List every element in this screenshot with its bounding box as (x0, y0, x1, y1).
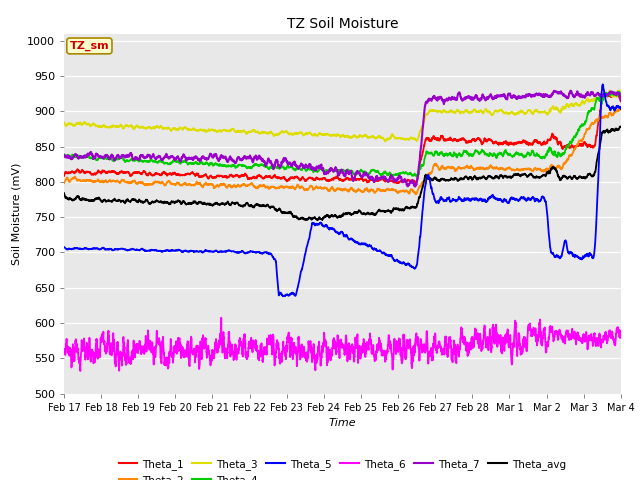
Theta_5 (546, 244, 554, 250)
Theta_1 (298, 176, 305, 181)
Theta_1 (610, 90, 618, 96)
Theta_avg (298, 216, 305, 221)
Theta_7 (157, 155, 164, 161)
Theta_4 (60, 151, 68, 157)
Theta_2 (616, 106, 624, 111)
Theta_2 (274, 185, 282, 191)
Theta_7 (546, 93, 554, 98)
Theta_2 (298, 183, 305, 189)
Theta_1 (157, 172, 164, 178)
Theta_2 (60, 180, 68, 186)
Line: Theta_4: Theta_4 (64, 92, 621, 177)
Theta_avg (616, 124, 624, 130)
Theta_2 (412, 192, 419, 197)
Theta_5 (599, 82, 607, 87)
Theta_6 (547, 327, 554, 333)
Theta_5 (606, 108, 614, 113)
Theta_6 (298, 344, 306, 349)
Theta_1 (606, 92, 614, 97)
Theta_3 (274, 132, 282, 137)
Theta_3 (381, 138, 389, 144)
Theta_6 (60, 346, 68, 352)
Line: Theta_6: Theta_6 (64, 318, 621, 371)
Theta_5 (60, 244, 68, 250)
X-axis label: Time: Time (328, 418, 356, 428)
Theta_1 (274, 175, 282, 181)
Theta_4 (157, 158, 164, 164)
Theta_4 (413, 174, 420, 180)
Theta_avg (274, 207, 282, 213)
Theta_1 (617, 98, 625, 104)
Text: TZ_sm: TZ_sm (70, 41, 109, 51)
Theta_4 (274, 165, 282, 170)
Line: Theta_2: Theta_2 (64, 108, 621, 194)
Theta_6 (77, 368, 84, 374)
Theta_3 (546, 107, 554, 113)
Theta_5 (298, 266, 306, 272)
Theta_4 (298, 167, 305, 173)
Theta_7 (298, 162, 305, 168)
Theta_5 (124, 248, 131, 253)
Theta_5 (157, 248, 164, 254)
Line: Theta_3: Theta_3 (64, 90, 621, 141)
Theta_3 (60, 120, 68, 125)
Theta_5 (617, 106, 625, 112)
Theta_2 (546, 164, 554, 169)
Theta_6 (617, 328, 625, 334)
Theta_7 (567, 88, 575, 94)
Legend: Theta_1, Theta_2, Theta_3, Theta_4, Theta_5, Theta_6, Theta_7, Theta_avg: Theta_1, Theta_2, Theta_3, Theta_4, Thet… (115, 455, 570, 480)
Theta_avg (60, 190, 68, 196)
Theta_2 (606, 110, 614, 116)
Theta_avg (606, 129, 614, 134)
Theta_5 (281, 293, 289, 299)
Theta_3 (616, 87, 623, 93)
Theta_4 (615, 89, 623, 95)
Theta_avg (157, 199, 164, 204)
Theta_2 (124, 180, 131, 185)
Y-axis label: Soil Moisture (mV): Soil Moisture (mV) (12, 162, 21, 265)
Title: TZ Soil Moisture: TZ Soil Moisture (287, 17, 398, 31)
Line: Theta_7: Theta_7 (64, 91, 621, 187)
Theta_2 (617, 106, 625, 112)
Theta_1 (412, 180, 420, 186)
Theta_2 (157, 180, 164, 186)
Theta_7 (617, 98, 625, 104)
Theta_5 (274, 278, 282, 284)
Theta_3 (606, 89, 614, 95)
Theta_1 (124, 169, 131, 175)
Theta_6 (157, 355, 164, 361)
Theta_4 (546, 146, 554, 152)
Theta_7 (606, 90, 614, 96)
Theta_avg (546, 170, 554, 176)
Theta_7 (124, 153, 131, 158)
Theta_avg (617, 124, 625, 130)
Theta_6 (606, 330, 614, 336)
Theta_1 (546, 136, 554, 142)
Theta_6 (124, 340, 132, 346)
Line: Theta_1: Theta_1 (64, 93, 621, 183)
Theta_7 (274, 158, 282, 164)
Theta_6 (274, 346, 282, 352)
Line: Theta_avg: Theta_avg (64, 127, 621, 220)
Theta_avg (302, 217, 310, 223)
Theta_4 (124, 158, 131, 164)
Theta_6 (218, 315, 225, 321)
Theta_4 (617, 92, 625, 98)
Theta_3 (124, 123, 131, 129)
Theta_avg (124, 197, 131, 203)
Theta_7 (412, 184, 419, 190)
Theta_3 (157, 124, 164, 130)
Theta_3 (617, 92, 625, 98)
Theta_7 (60, 154, 68, 159)
Theta_1 (60, 173, 68, 179)
Line: Theta_5: Theta_5 (64, 84, 621, 296)
Theta_4 (606, 92, 614, 98)
Theta_3 (298, 130, 305, 135)
